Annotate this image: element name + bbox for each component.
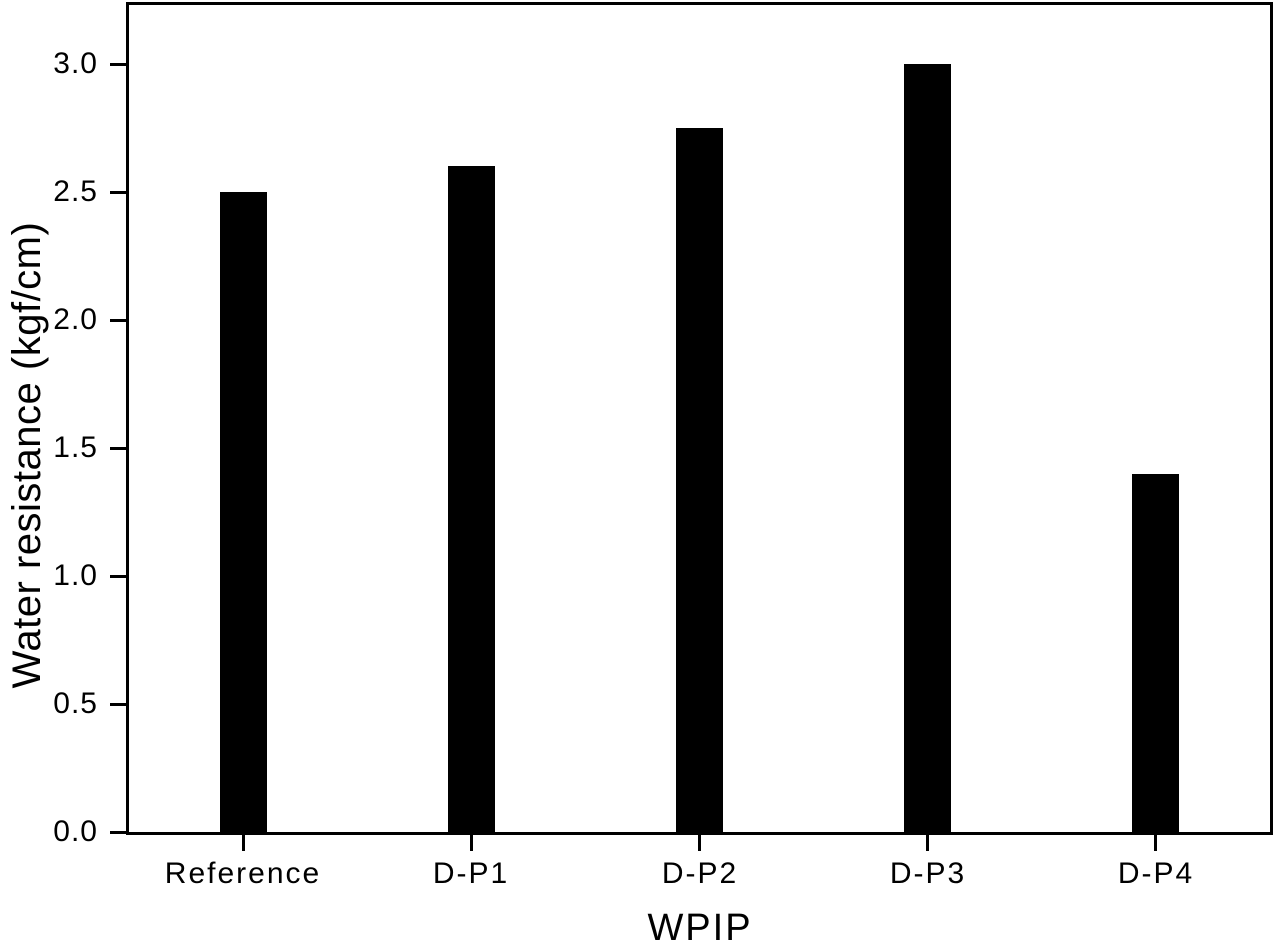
y-tick-label: 1.0 xyxy=(53,559,98,592)
y-axis-tick xyxy=(110,575,126,578)
plot-area xyxy=(126,2,1273,835)
y-axis-tick xyxy=(110,831,126,834)
y-tick-label: 2.0 xyxy=(53,303,98,336)
x-axis-tick xyxy=(698,835,701,851)
bar-d-p3 xyxy=(904,64,951,832)
x-axis-tick xyxy=(242,835,245,851)
y-axis-tick xyxy=(110,447,126,450)
x-axis-tick xyxy=(1154,835,1157,851)
x-axis-title: WPIP xyxy=(647,907,753,949)
x-axis-tick xyxy=(926,835,929,851)
y-axis-tick xyxy=(110,63,126,66)
bar-d-p1 xyxy=(448,166,495,832)
x-tick-label: D-P1 xyxy=(432,857,510,890)
bar-reference xyxy=(220,192,267,832)
x-tick-label: D-P2 xyxy=(661,857,739,890)
x-axis-tick xyxy=(470,835,473,851)
y-axis-tick xyxy=(110,191,126,194)
x-tick-label: Reference xyxy=(164,857,322,890)
y-axis-tick xyxy=(110,319,126,322)
bar-d-p2 xyxy=(676,128,723,832)
y-tick-label: 2.5 xyxy=(53,175,98,208)
y-tick-label: 1.5 xyxy=(53,431,98,464)
x-tick-label: D-P3 xyxy=(889,857,967,890)
y-tick-label: 0.0 xyxy=(53,815,98,848)
x-tick-label: D-P4 xyxy=(1117,857,1195,890)
y-tick-label: 3.0 xyxy=(53,47,98,80)
y-axis-tick xyxy=(110,703,126,706)
y-tick-label: 0.5 xyxy=(53,687,98,720)
bar-d-p4 xyxy=(1132,474,1179,832)
